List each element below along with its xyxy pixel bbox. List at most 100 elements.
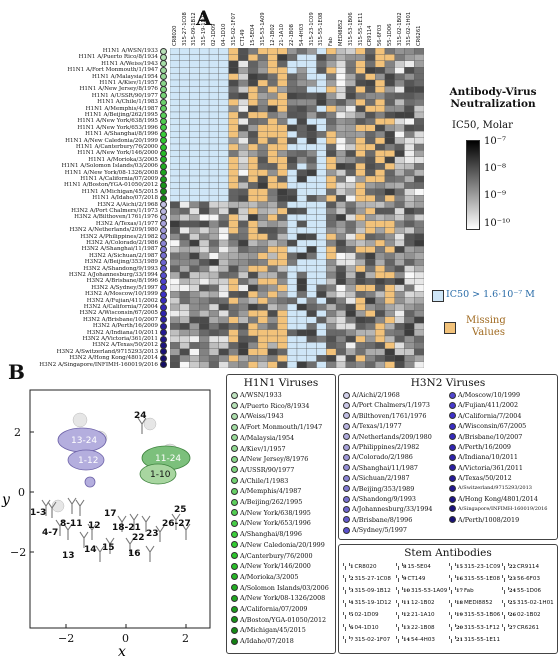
heatmap-cell	[228, 220, 239, 228]
heatmap-cell	[345, 150, 356, 157]
heatmap-cell	[355, 239, 366, 247]
heatmap-cell	[248, 188, 259, 196]
heatmap-cell	[296, 214, 307, 221]
ab-label: 15	[102, 543, 115, 553]
h1n1-legend-item: A/Memphis/4/1987	[231, 487, 301, 495]
heatmap-cell	[394, 342, 405, 349]
heatmap-cell	[208, 195, 220, 202]
heatmap-cell	[218, 73, 229, 81]
heatmap-cell	[316, 227, 327, 234]
heatmap-cell	[199, 195, 210, 202]
heatmap-cell	[365, 278, 376, 285]
heatmap-cell	[248, 111, 259, 119]
stem-antibody-index: 17	[456, 587, 463, 594]
heatmap-cell	[335, 342, 347, 349]
heatmap-cell	[267, 239, 278, 247]
heatmap-cell	[257, 182, 268, 189]
heatmap-cell	[277, 79, 288, 87]
heatmap-cell	[218, 323, 229, 330]
heatmap-cell	[306, 175, 317, 183]
h3n2-virus-icon	[449, 464, 456, 472]
h3n2-virus-icon	[449, 401, 456, 409]
heatmap-cell	[287, 86, 298, 93]
heatmap-cell	[335, 246, 347, 253]
heatmap-cell	[414, 124, 424, 132]
heatmap-cell	[248, 67, 259, 74]
heatmap-cell	[248, 310, 259, 317]
heatmap-cell	[170, 303, 180, 311]
heatmap-cell	[267, 73, 278, 81]
x-tick: −2	[58, 632, 74, 645]
heatmap-cell	[199, 239, 210, 247]
heatmap-cell	[170, 284, 180, 292]
heatmap-cell	[394, 271, 405, 279]
heatmap-cell	[179, 239, 190, 247]
heatmap-cell	[248, 284, 259, 292]
heatmap-cell	[306, 310, 317, 317]
virus-row-label: H1N1 A/Beijing/262/1995	[84, 112, 158, 118]
heatmap-cell	[306, 169, 317, 177]
h1n1-legend-item: A/Malaysia/1954	[231, 434, 294, 442]
stem-antibody-item: 25 315-02-1H01	[502, 599, 554, 607]
heatmap-cell	[365, 73, 376, 81]
heatmap-cell	[267, 335, 278, 343]
heatmap-cell	[257, 79, 268, 87]
colorbar-tick-3: 10⁻⁹	[484, 190, 507, 201]
heatmap-cell	[335, 188, 347, 196]
heatmap-cell	[199, 303, 210, 311]
heatmap-cell	[218, 60, 229, 68]
stem-antibody-index: 22	[509, 563, 516, 570]
stem-antibody-index: 16	[456, 575, 463, 582]
h3n2-legend-label: A/Switzerland/9715293/2013	[458, 485, 532, 492]
heatmap-cell	[238, 284, 249, 292]
column-header: 315-27-1C08	[181, 12, 188, 46]
heatmap-cell	[345, 291, 356, 298]
stem-antibody-item: 2 315-27-1C08	[343, 575, 391, 583]
heatmap-cell	[189, 316, 200, 324]
column-header: 315-02-1F07	[230, 12, 237, 46]
heatmap-cell	[414, 207, 424, 215]
heatmap-cell	[238, 67, 249, 74]
heatmap-cell	[170, 99, 180, 106]
heatmap-cell	[374, 86, 386, 93]
heatmap-cell	[355, 201, 366, 209]
heatmap-cell	[296, 92, 307, 100]
heatmap-cell	[257, 291, 268, 298]
heatmap-cell	[345, 361, 356, 368]
h1n1-legend-label: A/Boston/YGA-01050/2012	[240, 615, 327, 624]
heatmap-cell	[345, 239, 356, 247]
heatmap-cell	[365, 297, 376, 305]
heatmap-cell	[374, 150, 386, 157]
heatmap-cell	[414, 335, 424, 343]
h1n1-legend-label: A/Michigan/45/2015	[240, 626, 306, 635]
virus-row-label: H1N1 A/Chile/1/1983	[97, 99, 158, 106]
heatmap-cell	[374, 361, 386, 368]
heatmap-cell	[179, 124, 190, 132]
heatmap-cell	[345, 105, 356, 113]
heatmap-cell	[287, 79, 298, 87]
h3n2-legend-item: A/Port Chalmers/1/1973	[343, 401, 430, 409]
heatmap-cell	[326, 118, 337, 125]
h1n1-legend-item: A/Michigan/45/2015	[231, 626, 306, 634]
stem-antibody-name: 22-1B08	[410, 624, 435, 631]
heatmap-cell	[414, 348, 424, 356]
heatmap-cell	[199, 131, 210, 138]
heatmap-cell	[414, 227, 424, 234]
heatmap-cell	[267, 150, 278, 157]
heatmap-cell	[287, 137, 298, 145]
heatmap-cell	[238, 99, 249, 106]
stem-antibody-name: 02-1B02	[516, 612, 541, 619]
heatmap-cell	[316, 278, 327, 285]
heatmap-cell	[189, 259, 200, 266]
heatmap-cell	[384, 182, 395, 189]
heatmap-cell	[228, 278, 239, 285]
stem-antibody-index: 4	[350, 600, 354, 607]
h3n2-legend-label: A/Texas/50/2012	[458, 474, 512, 483]
virus-row-label: H3N2 A/Netherlands/209/1980	[69, 227, 159, 234]
stem-antibody-item: 18 MEDI8852	[449, 599, 493, 607]
heatmap-cell	[306, 284, 317, 292]
heatmap-cell	[365, 227, 376, 234]
heatmap-cell	[404, 335, 415, 343]
heatmap-cell	[228, 335, 239, 343]
h3n2-legend-item: A/Switzerland/9715293/2013	[449, 484, 532, 492]
